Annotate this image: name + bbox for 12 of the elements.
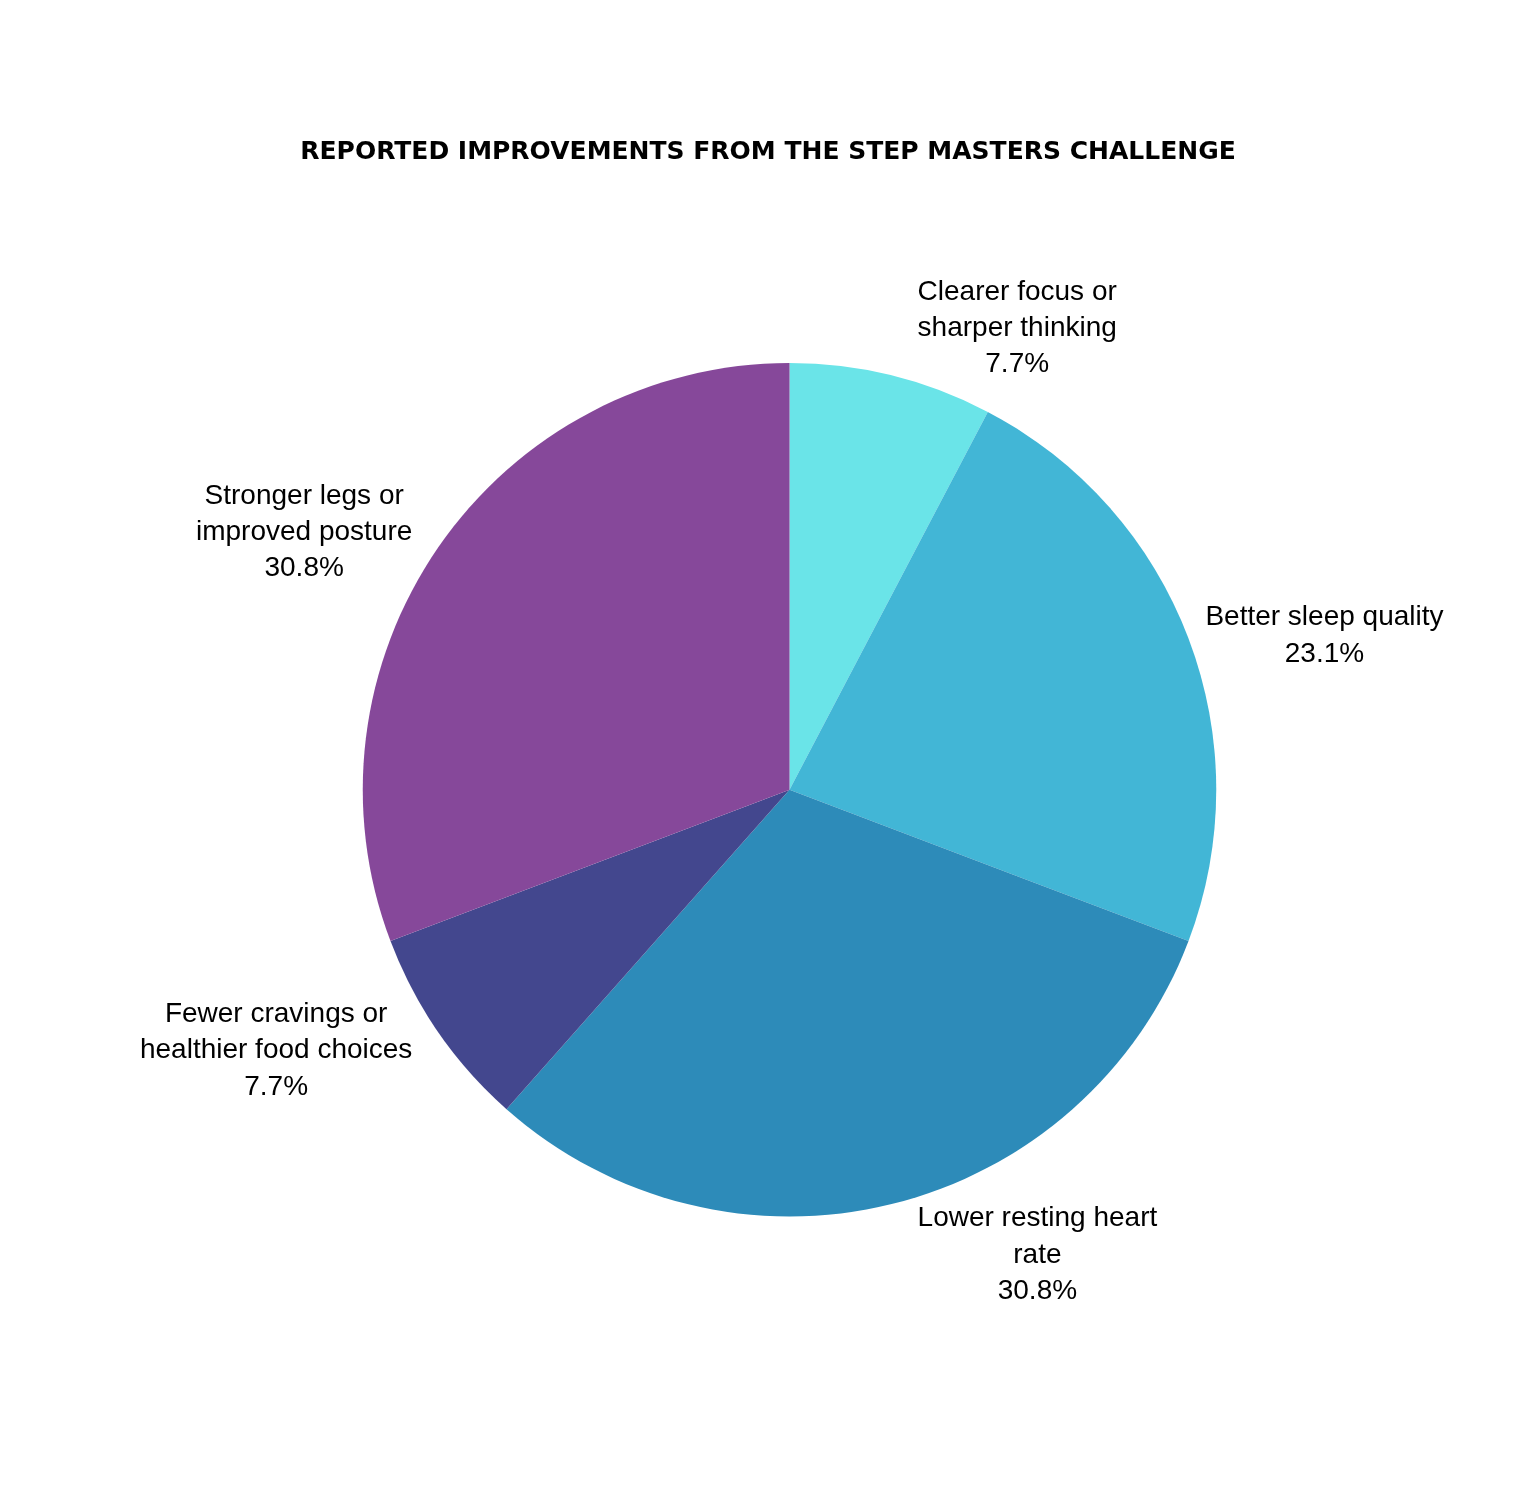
data-label: 7.7% — [985, 347, 1050, 379]
data-label: 23.1% — [1284, 636, 1365, 668]
pie-slice — [789, 363, 988, 790]
slice-label: Fewer cravings or healthier food choices — [139, 997, 413, 1065]
slice-label: Better sleep quality — [1205, 600, 1444, 632]
slice-label: Clearer focus or sharper thinking — [917, 274, 1117, 342]
data-label: 7.7% — [244, 1069, 309, 1101]
chart-title: REPORTED IMPROVEMENTS FROM THE STEP MASTERS CHALLENGE — [300, 135, 1236, 165]
data-label: 30.8% — [997, 1273, 1078, 1305]
data-label: 30.8% — [264, 551, 344, 583]
slice-label: Lower resting heart rate — [917, 1201, 1158, 1269]
slice-label: Stronger legs or improved posture — [196, 478, 413, 547]
